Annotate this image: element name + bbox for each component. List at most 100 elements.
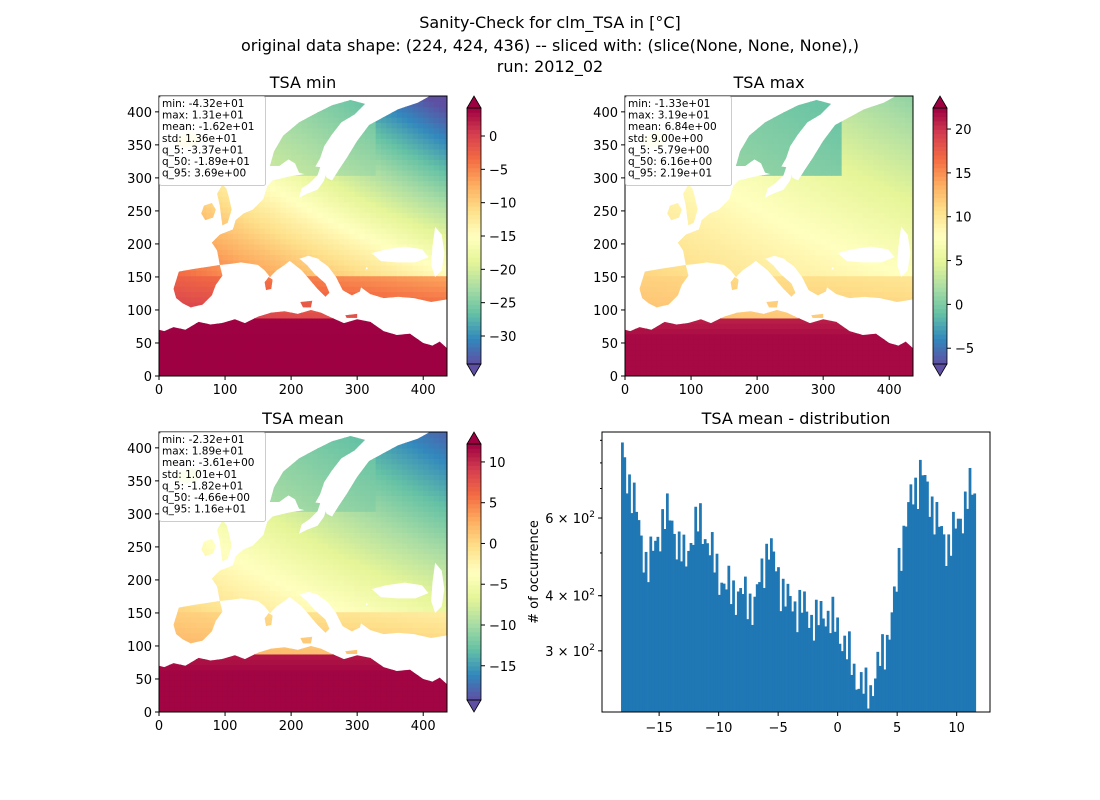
histogram-bar — [876, 651, 880, 712]
histogram-bar — [885, 634, 889, 712]
histogram-bar — [897, 547, 901, 712]
x-tick-label: 300 — [345, 383, 370, 398]
colorbar-extend-max — [466, 95, 482, 109]
stats-line: max: 1.89e+01 — [162, 446, 244, 458]
histogram-bar — [902, 525, 906, 712]
histogram-bar — [755, 584, 759, 712]
stats-line: mean: -3.61e+00 — [162, 457, 254, 469]
sea-black-sea — [837, 246, 895, 263]
histogram-bar — [717, 594, 721, 712]
histogram-bar — [807, 627, 811, 712]
histogram-bar — [850, 674, 854, 712]
colorbar-tick-label: −15 — [489, 660, 516, 675]
histogram-bar — [637, 520, 641, 712]
histogram-bar — [675, 559, 679, 712]
histogram-bar — [663, 529, 667, 712]
panel-title: TSA mean — [261, 409, 344, 428]
stats-line: std: 1.36e+01 — [162, 133, 237, 145]
y-tick-label: 50 — [135, 337, 152, 352]
histogram-bar — [699, 503, 702, 712]
colorbar-tick-label: −15 — [489, 230, 516, 245]
histogram-bar — [822, 618, 825, 712]
histogram-bar — [954, 528, 958, 712]
colorbar-tick-label: 5 — [489, 497, 497, 512]
histogram-bar — [720, 582, 724, 712]
y-tick-label: 0 — [144, 370, 152, 385]
histogram-bar — [751, 624, 754, 712]
x-tick-label: 0 — [155, 383, 163, 398]
histogram-bar — [767, 559, 771, 712]
histogram-bar — [713, 572, 717, 712]
y-tick-label: 6 × 102 — [545, 510, 595, 527]
histogram-bar — [838, 643, 842, 712]
colorbar-tick-label: −10 — [489, 619, 516, 634]
histogram-bar — [892, 586, 896, 712]
histogram-bar — [907, 502, 910, 712]
histogram-bar — [772, 551, 776, 712]
histogram-bar — [956, 518, 960, 712]
x-tick-label: 400 — [411, 719, 436, 734]
histogram-bar — [933, 534, 936, 712]
colorbar-tick-label: 10 — [489, 456, 506, 471]
y-tick-label: 300 — [127, 508, 152, 523]
histogram-bar — [968, 467, 972, 712]
figure-title-line-1: Sanity-Check for clm_TSA in [°C] — [419, 13, 681, 32]
histogram-bar — [689, 542, 693, 712]
histogram-bar — [760, 558, 764, 712]
y-tick-label: 150 — [127, 607, 152, 622]
histogram-bar — [748, 593, 752, 712]
y-tick-label: 100 — [593, 304, 618, 319]
sea-caspian — [431, 562, 445, 613]
histogram-bar — [793, 601, 797, 712]
panel-title: TSA mean - distribution — [701, 409, 891, 428]
histogram-bar — [684, 566, 688, 712]
histogram-bar — [635, 511, 638, 712]
colorbar-extend-max — [932, 95, 948, 109]
histogram-bar — [966, 508, 970, 712]
histogram-bar — [947, 534, 951, 712]
sea-baltic — [299, 487, 334, 534]
y-tick-label: 250 — [127, 541, 152, 556]
x-tick-label: 0 — [834, 721, 842, 736]
histogram-bar — [649, 536, 653, 712]
histogram-bar — [765, 543, 769, 712]
x-tick-label: 400 — [411, 383, 436, 398]
histogram-bar — [682, 534, 686, 712]
stats-line: max: 1.31e+01 — [162, 110, 244, 122]
histogram-bar — [878, 665, 882, 712]
stats-line: min: -1.33e+01 — [628, 98, 710, 110]
histogram-bar — [963, 491, 967, 712]
x-tick-label: −10 — [705, 721, 732, 736]
histogram-bar — [800, 612, 804, 712]
stats-line: q_5: -3.37e+01 — [162, 144, 243, 156]
histogram-bar — [921, 475, 925, 712]
sea-baltic — [765, 151, 800, 198]
histogram-bar — [701, 543, 705, 712]
x-tick-label: 400 — [877, 383, 902, 398]
histogram-bar — [680, 561, 683, 712]
histogram-bar — [722, 583, 726, 712]
colorbar-extend-min — [466, 699, 482, 713]
y-tick-label: 300 — [127, 172, 152, 187]
histogram-bar — [647, 582, 650, 712]
histogram-bar — [930, 496, 934, 712]
histogram-bar — [746, 619, 750, 712]
colorbar-tick-label: −30 — [489, 330, 516, 345]
y-tick-label: 400 — [593, 106, 618, 121]
colorbar-tick-label: 0 — [955, 298, 963, 313]
histogram-bar — [753, 596, 757, 712]
histogram-bar — [814, 599, 818, 712]
histogram-bar — [727, 565, 731, 712]
histogram-bar — [935, 502, 939, 712]
histogram-bar — [734, 614, 738, 712]
histogram-bar — [959, 518, 962, 712]
histogram-bar — [895, 591, 899, 712]
axes-frame — [158, 431, 448, 713]
colorbar-tick-label: −20 — [489, 263, 516, 278]
histogram-bar — [805, 611, 809, 712]
histogram-bar — [642, 572, 646, 712]
histogram-bar — [961, 533, 965, 712]
y-tick-label: 350 — [127, 475, 152, 490]
